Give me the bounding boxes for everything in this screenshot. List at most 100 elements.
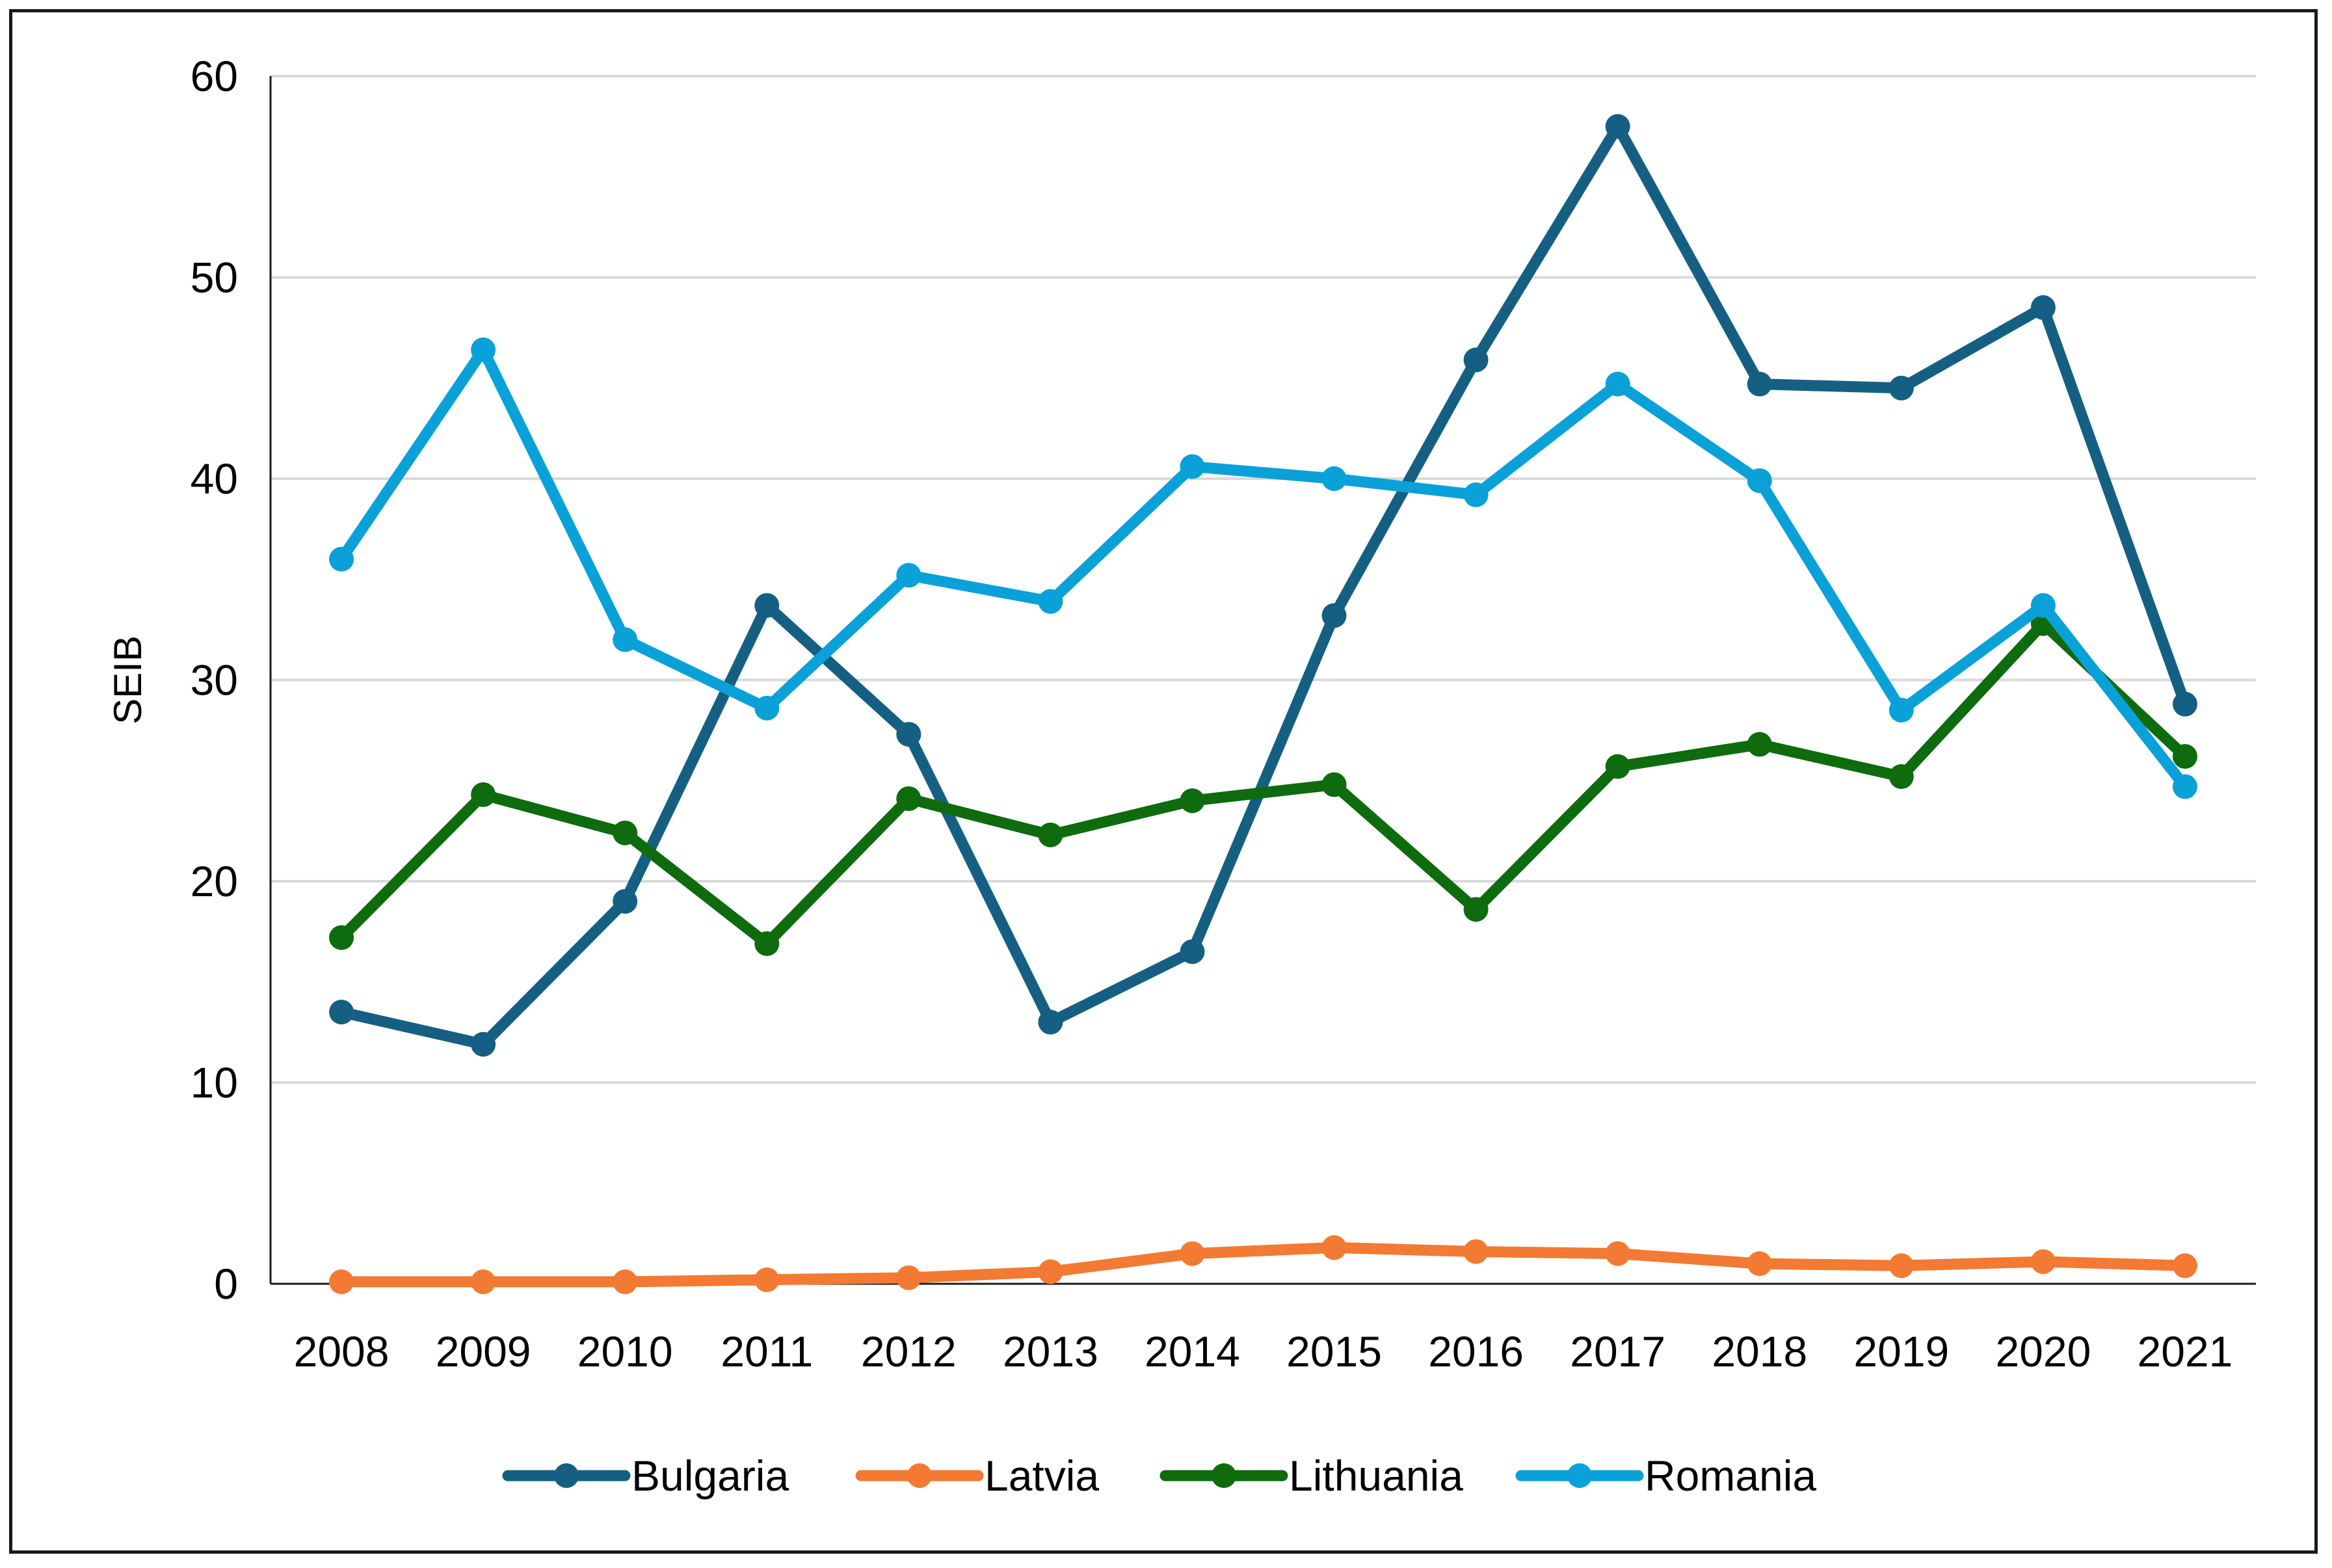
data-point-romania — [1180, 454, 1205, 479]
x-tick-label: 2019 — [1853, 1327, 1949, 1375]
data-point-latvia — [1321, 1235, 1347, 1260]
data-point-bulgaria — [1038, 1009, 1063, 1035]
data-point-romania — [1038, 589, 1063, 614]
x-tick-label: 2013 — [1003, 1327, 1098, 1375]
data-point-romania — [1605, 371, 1630, 397]
data-point-lithuania — [613, 820, 638, 845]
series-line-lithuania — [336, 618, 2191, 950]
data-point-bulgaria — [1747, 371, 1772, 397]
data-point-romania — [329, 546, 354, 572]
data-point-latvia — [1038, 1259, 1063, 1284]
data-point-romania — [2172, 774, 2197, 799]
data-point-romania — [1321, 466, 1347, 491]
gridlines — [271, 75, 2256, 1084]
x-tick-label: 2009 — [436, 1327, 531, 1375]
legend-item-bulgaria: Bulgaria — [502, 1452, 789, 1500]
data-point-latvia — [754, 1267, 780, 1292]
y-tick-label: 0 — [214, 1260, 238, 1308]
data-point-lithuania — [2172, 744, 2197, 769]
y-axis-label: SEIB — [106, 635, 150, 724]
data-point-bulgaria — [2030, 295, 2056, 320]
series-bulgaria — [329, 114, 2197, 1057]
x-tick-label: 2011 — [721, 1327, 813, 1375]
y-tick-label: 30 — [191, 656, 238, 704]
y-tick-label: 50 — [191, 254, 238, 302]
data-point-lithuania — [1180, 788, 1205, 814]
legend-label-bulgaria: Bulgaria — [631, 1452, 789, 1500]
y-tick-label: 40 — [191, 455, 238, 503]
x-axis-ticks: 2008 2009 2010 2011 2012 2013 2014 2015 2016 2017… — [294, 1327, 2233, 1375]
data-point-bulgaria — [1463, 347, 1489, 373]
data-point-latvia — [896, 1265, 921, 1290]
legend-marker-latvia — [907, 1463, 932, 1488]
legend-item-romania: Romania — [1515, 1452, 1816, 1500]
x-tick-label: 2010 — [577, 1327, 673, 1375]
series-group — [329, 114, 2197, 1294]
data-point-romania — [1747, 468, 1772, 494]
data-point-latvia — [1888, 1253, 1914, 1279]
data-point-romania — [754, 695, 780, 721]
data-point-lithuania — [329, 925, 354, 950]
data-point-latvia — [1180, 1241, 1205, 1266]
data-point-latvia — [471, 1269, 496, 1294]
data-point-romania — [1463, 482, 1489, 507]
data-point-lithuania — [1747, 732, 1772, 757]
data-point-lithuania — [896, 786, 921, 812]
series-lithuania — [329, 611, 2197, 956]
series-line-latvia — [336, 1242, 2191, 1288]
data-point-bulgaria — [1321, 603, 1347, 628]
data-point-lithuania — [1321, 772, 1347, 797]
data-point-bulgaria — [1180, 939, 1205, 964]
legend-label-lithuania: Lithuania — [1289, 1452, 1463, 1500]
data-point-romania — [2030, 592, 2056, 618]
legend: Bulgaria Latvia Lithuania Romania — [502, 1452, 1816, 1500]
data-point-lithuania — [1038, 822, 1063, 847]
data-point-bulgaria — [471, 1031, 496, 1057]
y-tick-label: 20 — [191, 857, 238, 905]
legend-label-latvia: Latvia — [985, 1452, 1099, 1500]
y-axis-ticks: 0 10 20 30 40 50 60 — [191, 52, 238, 1308]
data-point-lithuania — [471, 782, 496, 807]
x-tick-label: 2014 — [1145, 1327, 1240, 1375]
data-point-bulgaria — [1888, 375, 1914, 401]
data-point-latvia — [1605, 1241, 1630, 1266]
data-point-bulgaria — [1605, 114, 1630, 139]
data-point-lithuania — [1605, 754, 1630, 779]
data-point-latvia — [329, 1269, 354, 1294]
series-latvia — [329, 1235, 2197, 1294]
data-point-latvia — [2172, 1253, 2197, 1279]
data-point-bulgaria — [896, 722, 921, 747]
data-point-lithuania — [754, 931, 780, 956]
x-tick-label: 2012 — [861, 1327, 957, 1375]
x-tick-label: 2020 — [1995, 1327, 2091, 1375]
data-point-latvia — [1463, 1239, 1489, 1264]
x-tick-label: 2018 — [1712, 1327, 1807, 1375]
x-tick-label: 2008 — [294, 1327, 390, 1375]
y-tick-label: 60 — [191, 52, 238, 100]
data-point-latvia — [1747, 1251, 1772, 1277]
data-point-bulgaria — [2172, 691, 2197, 717]
legend-marker-romania — [1567, 1463, 1592, 1488]
x-tick-label: 2017 — [1570, 1327, 1665, 1375]
legend-item-latvia: Latvia — [855, 1452, 1099, 1500]
data-point-lithuania — [1888, 764, 1914, 790]
legend-marker-lithuania — [1212, 1463, 1236, 1488]
data-point-bulgaria — [754, 592, 780, 618]
x-tick-label: 2021 — [2138, 1327, 2233, 1375]
data-point-bulgaria — [329, 1000, 354, 1025]
data-point-romania — [1888, 697, 1914, 723]
data-point-romania — [613, 627, 638, 652]
data-point-romania — [896, 563, 921, 588]
legend-marker-bulgaria — [554, 1463, 579, 1488]
data-point-lithuania — [1463, 897, 1489, 922]
data-point-latvia — [2030, 1249, 2056, 1274]
x-tick-label: 2016 — [1428, 1327, 1524, 1375]
x-tick-label: 2015 — [1286, 1327, 1382, 1375]
legend-item-lithuania: Lithuania — [1159, 1452, 1463, 1500]
data-point-latvia — [613, 1269, 638, 1294]
y-tick-label: 10 — [191, 1059, 238, 1107]
legend-label-romania: Romania — [1645, 1452, 1816, 1500]
data-point-bulgaria — [613, 888, 638, 914]
series-romania — [329, 337, 2197, 799]
